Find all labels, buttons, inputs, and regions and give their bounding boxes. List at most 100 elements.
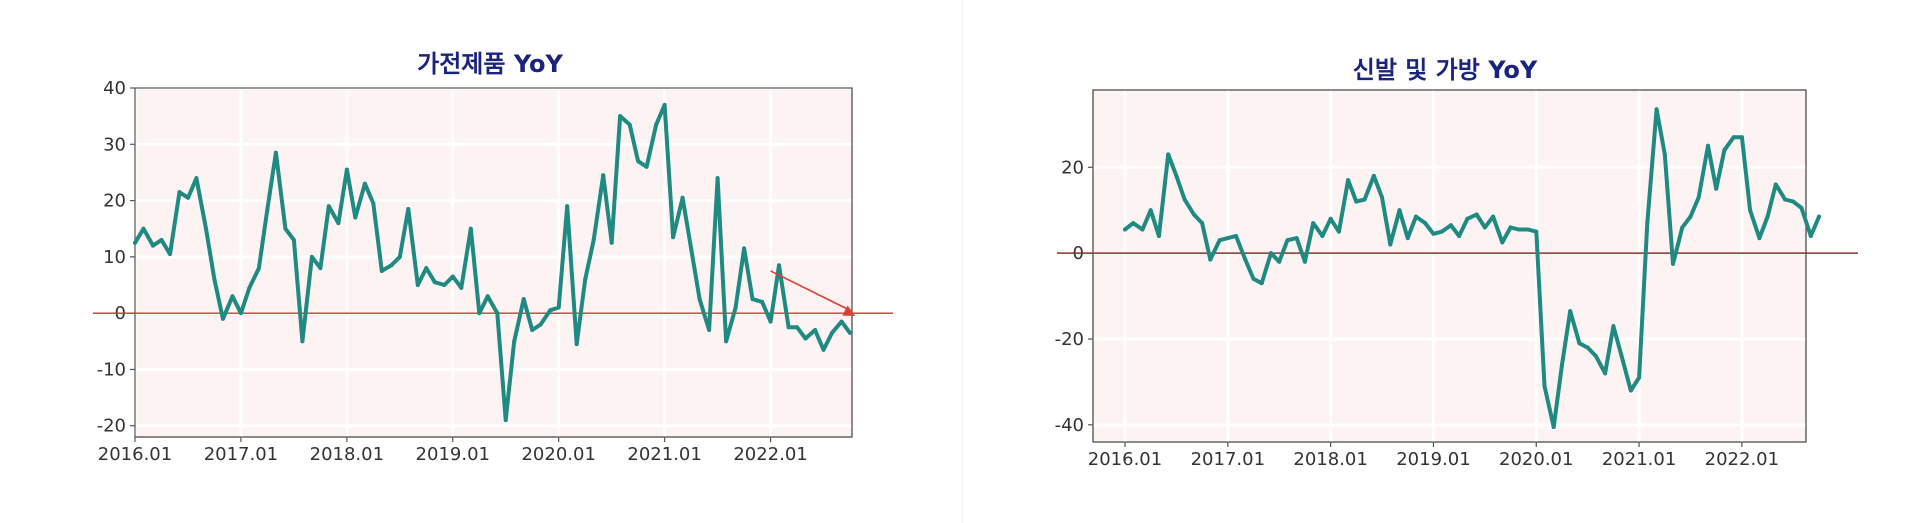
data-point [1156,233,1161,238]
data-point [379,268,384,273]
data-point [512,339,517,344]
data-point [151,243,156,248]
data-point [477,311,482,316]
data-point [583,277,588,282]
data-point [1208,257,1213,262]
data-point [618,114,623,119]
data-point [715,176,720,181]
data-point [353,215,358,220]
series-line [133,102,852,423]
y-tick-label: -10 [97,359,126,380]
data-point [1491,214,1496,219]
data-point [707,328,712,333]
data-point [503,418,508,423]
data-point [397,254,402,259]
data-point [1311,221,1316,226]
data-point [1680,225,1685,230]
y-tick-label: -20 [97,416,126,437]
data-point [336,221,341,226]
data-point [468,226,473,231]
data-point [1526,227,1531,232]
x-tick-label: 2021.01 [1602,449,1676,470]
data-point [848,330,852,335]
data-point [1200,221,1205,226]
data-point [697,297,702,302]
data-point [283,226,288,231]
data-point [1397,208,1402,213]
data-point [1688,214,1693,219]
data-point [724,339,729,344]
data-point [750,297,755,302]
plot-frame [134,87,853,438]
data-point [256,266,261,271]
annotation-arrow-line [770,270,848,310]
data-point [1757,236,1762,241]
data-point [432,280,437,285]
x-tick-label: 2020.01 [1499,449,1573,470]
data-point [1259,281,1264,286]
data-point [1388,242,1393,247]
chart-panel-appliances: 2016.01 2017.01 2018.01 2019.01 2020.01 2021.… [0,0,962,523]
data-point [1705,143,1710,148]
data-point [627,122,632,127]
data-point [1593,354,1598,359]
data-point [1603,371,1608,376]
x-tick-label: 2022.01 [733,444,807,465]
data-point [538,322,543,327]
data-point [574,342,579,347]
data-point [273,150,278,155]
data-point [1423,221,1428,226]
data-point [829,330,834,335]
data-point [1696,195,1701,200]
y-tick-label: 10 [103,247,126,268]
data-point [1182,197,1187,202]
data-point [795,325,800,330]
data-point [556,305,561,310]
plot-area [134,87,853,438]
data-point [1739,135,1744,140]
data-point [1817,214,1821,219]
data-point [133,240,137,245]
x-tick-label: 2018.01 [1293,449,1367,470]
data-point [768,319,773,324]
data-point [1662,152,1667,157]
data-point [203,226,208,231]
data-point [371,201,376,206]
data-point [521,297,526,302]
plot-frame [1092,89,1807,443]
data-point [1765,214,1770,219]
y-tick-label: -20 [1055,329,1084,350]
data-point [1611,324,1616,329]
x-tick-label: 2017.01 [1191,449,1265,470]
data-point [1808,233,1813,238]
data-point [300,339,305,344]
data-point [1731,135,1736,140]
data-point [1783,197,1788,202]
data-point [1500,240,1505,245]
x-tick-label: 2019.01 [416,444,490,465]
chart-panel-shoes-bags: 2016.01 2017.01 2018.01 2019.01 2020.01 2021.… [963,0,1920,523]
x-tick-label: 2022.01 [1705,449,1779,470]
x-tick-label: 2016.01 [1088,449,1162,470]
data-point [1148,208,1153,213]
chart-appliances-yoy: 2016.01 2017.01 2018.01 2019.01 2020.01 2021.… [93,50,893,465]
data-point [1585,345,1590,350]
data-point [1166,152,1171,157]
data-point [609,240,614,245]
data-point [265,207,270,212]
data-point [247,285,252,290]
data-point [1568,309,1573,314]
data-point [1619,354,1624,359]
data-point [671,235,676,240]
y-tick-label: 30 [103,134,126,155]
data-point [230,294,235,299]
data-point [1277,259,1282,264]
data-point [1439,229,1444,234]
data-point [803,336,808,341]
data-point [839,319,844,324]
plot-area [1092,89,1807,443]
data-point [415,283,420,288]
data-point [742,246,747,251]
data-point [291,237,296,242]
data-point [1123,227,1127,232]
